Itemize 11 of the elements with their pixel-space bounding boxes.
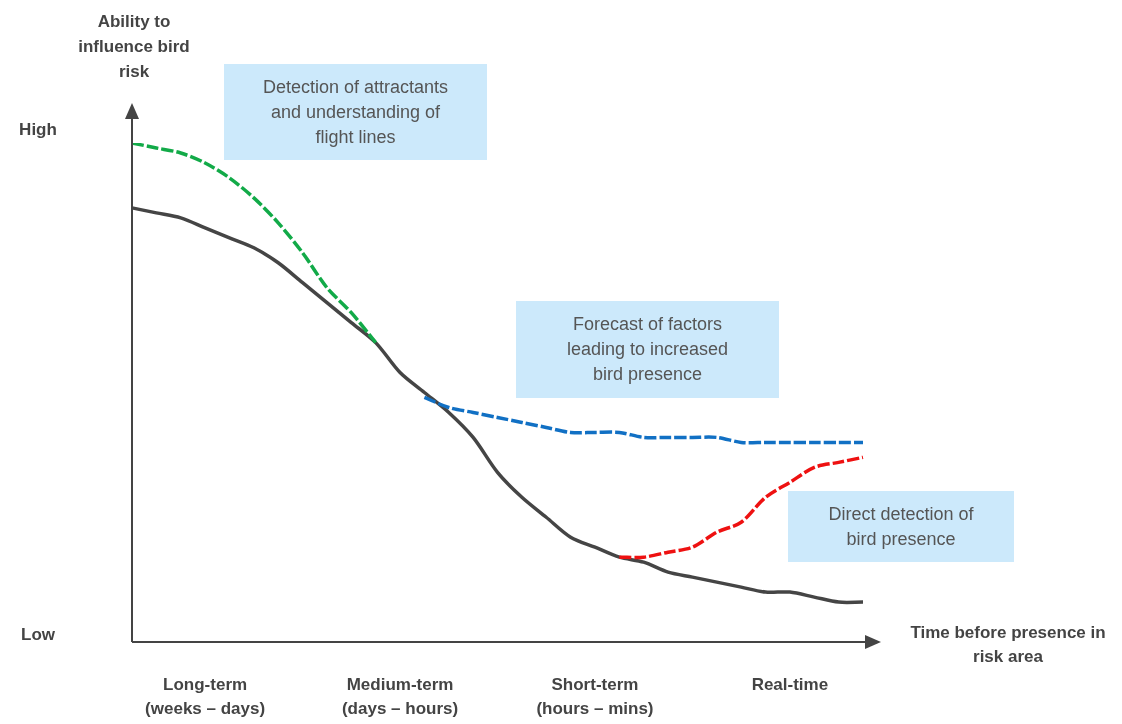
x-tick-label: Long-term (weeks – days): [145, 674, 266, 718]
text: Low: [21, 624, 56, 644]
text-box: Direct detection of bird presence: [788, 491, 1014, 562]
y-axis-title: Ability to influence bird risk: [78, 11, 190, 81]
text: High: [19, 119, 57, 139]
text-box: Detection of attractants and understanding of flight lines: [224, 64, 487, 160]
x-tick-label: Short-term (hours – mins): [536, 674, 654, 718]
x-tick-label: Real-time: [751, 674, 829, 694]
x-tick-label: Medium-term (days – hours): [341, 674, 459, 718]
x-axis-title: Time before presence in risk area: [910, 622, 1106, 666]
text-box: Forecast of factors leading to increased bird presence: [516, 301, 779, 398]
